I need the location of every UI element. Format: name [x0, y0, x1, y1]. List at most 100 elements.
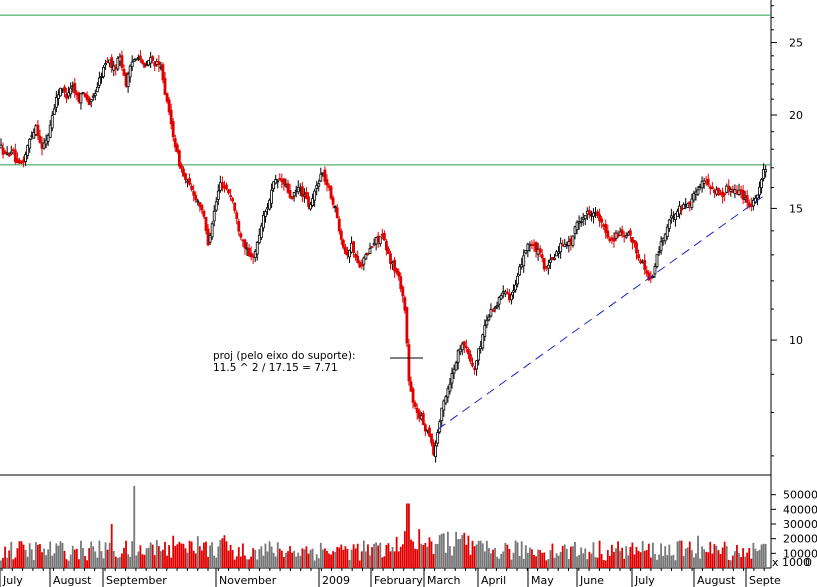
volume-bar [627, 555, 630, 568]
volume-bar [176, 544, 179, 568]
candle [3, 149, 7, 155]
volume-bar [723, 541, 726, 568]
volume-bar [549, 550, 552, 568]
volume-bar [141, 554, 144, 568]
candle [631, 237, 634, 250]
candle [337, 216, 341, 235]
volume-bar [188, 540, 191, 568]
volume-bar [752, 542, 755, 568]
volume-bar [213, 555, 216, 568]
candle [179, 162, 183, 173]
candle [132, 58, 136, 62]
candle [612, 232, 616, 248]
candle [288, 183, 292, 200]
candle [220, 176, 224, 192]
volume-bar [738, 553, 740, 568]
volume-bar [61, 542, 64, 568]
volume-bar [553, 557, 556, 568]
volume-bar [0, 560, 2, 568]
volume-bar [734, 551, 736, 568]
volume-bar [668, 544, 671, 568]
volume-bar [63, 550, 66, 568]
candle [44, 134, 48, 148]
volume-bar [570, 546, 572, 568]
candle [460, 341, 464, 356]
candle [360, 259, 364, 270]
candle [249, 246, 253, 261]
volume-bar [354, 548, 357, 568]
volume-bar [662, 555, 665, 568]
volume-bar [365, 551, 367, 568]
x-tick-label: February [374, 574, 423, 587]
volume-bar [551, 543, 554, 568]
volume-bar [57, 545, 60, 568]
x-axis: July August September November 2009 February M… [0, 568, 781, 587]
volume-bar [299, 555, 302, 568]
volume-bar [758, 549, 761, 568]
volume-bar [313, 560, 316, 568]
volume-bar [198, 546, 201, 568]
candle [335, 204, 339, 219]
candle [553, 253, 556, 261]
volume-bar [719, 553, 722, 568]
volume-bar [182, 543, 185, 568]
volume-bar [522, 558, 525, 568]
volume-bar [80, 540, 82, 568]
volume-bar [157, 546, 160, 568]
volume-bar [578, 555, 580, 568]
candle [69, 82, 73, 99]
candle [384, 238, 388, 256]
candle [59, 87, 62, 97]
candle [524, 250, 528, 255]
candle [239, 231, 243, 241]
volume-bar [211, 542, 214, 568]
volume-bar [481, 543, 484, 568]
candle [741, 185, 745, 205]
volume-bar [717, 550, 720, 568]
volume-bar [707, 552, 710, 568]
volume-bar [740, 557, 742, 568]
candle [475, 360, 479, 376]
volume-bar [328, 553, 330, 568]
candle [405, 306, 409, 347]
volume-bar [725, 546, 728, 568]
volume-bar [660, 543, 662, 568]
candle [138, 50, 142, 63]
volume-bar [430, 541, 433, 568]
candle [758, 181, 761, 199]
volume-bar [98, 540, 101, 568]
volume-bar [524, 545, 527, 568]
candle [368, 242, 372, 255]
candle [261, 210, 265, 232]
price-axis: 10 15 20 25 [771, 5, 803, 457]
volume-bar [184, 548, 187, 568]
candle [667, 218, 671, 232]
volume-bar [529, 547, 531, 568]
candle [491, 308, 495, 312]
volume-bar [459, 538, 462, 568]
candle [516, 272, 519, 288]
volume-bar [14, 557, 17, 568]
volume-bar [18, 541, 21, 568]
volume-bar [684, 548, 687, 568]
price-tick-label: 20 [789, 109, 803, 122]
volume-bar [750, 558, 753, 568]
candle [413, 400, 417, 410]
candle [522, 249, 526, 273]
candle [161, 62, 165, 84]
volume-bar [178, 541, 181, 568]
candle [518, 263, 522, 276]
volume-bar [106, 549, 109, 568]
volume-bar [520, 541, 523, 568]
volume-bar [293, 550, 296, 568]
candle [510, 291, 513, 305]
volume-bar [611, 544, 613, 568]
volume-bar [547, 559, 550, 568]
volume-bar [742, 548, 744, 568]
volume-bar [420, 543, 423, 568]
volume-bar [96, 557, 99, 568]
volume-bar [729, 560, 732, 568]
volume-bar [483, 551, 486, 568]
candle [212, 205, 216, 227]
volume-bar [100, 551, 103, 568]
